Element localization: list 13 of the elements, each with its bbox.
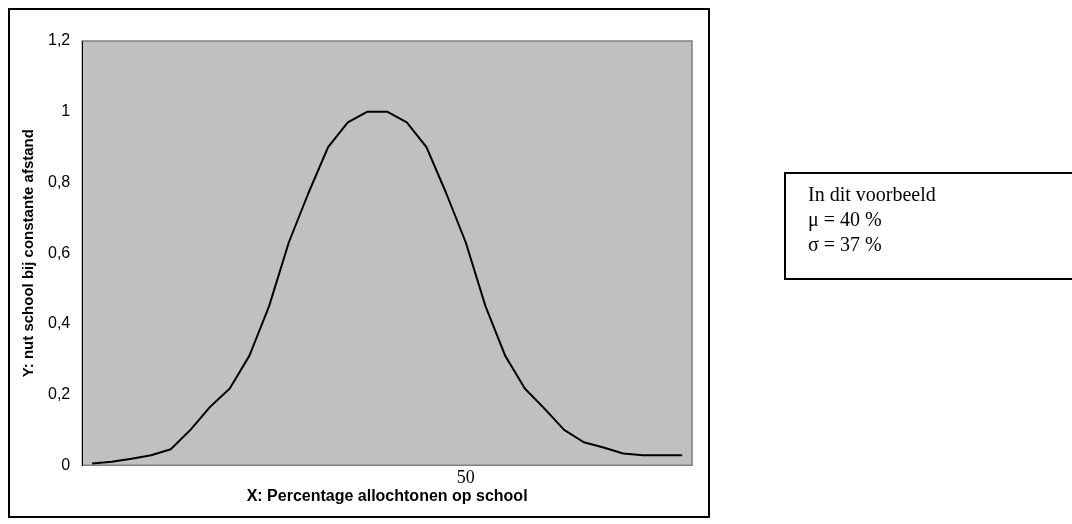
- y-tick-label: 1: [61, 102, 71, 120]
- x-tick-label: 50: [456, 466, 475, 487]
- text: In dit voorbeeld: [808, 182, 937, 207]
- x-axis-title: X: Percentage allochtonen op school: [246, 486, 528, 504]
- y-tick-label: 0,6: [47, 243, 71, 261]
- y-tick-label: 0,8: [47, 172, 71, 190]
- y-tick-label: 0,4: [47, 314, 71, 332]
- y-tick-label: 0: [61, 455, 71, 473]
- text: μ = 40 %: [808, 207, 883, 232]
- text: σ = 37 %: [808, 232, 883, 257]
- y-axis-title: Y: nut school bij constante afstand: [19, 129, 37, 378]
- y-tick-label: 0,2: [47, 384, 71, 402]
- y-tick-label: 1,2: [47, 31, 71, 49]
